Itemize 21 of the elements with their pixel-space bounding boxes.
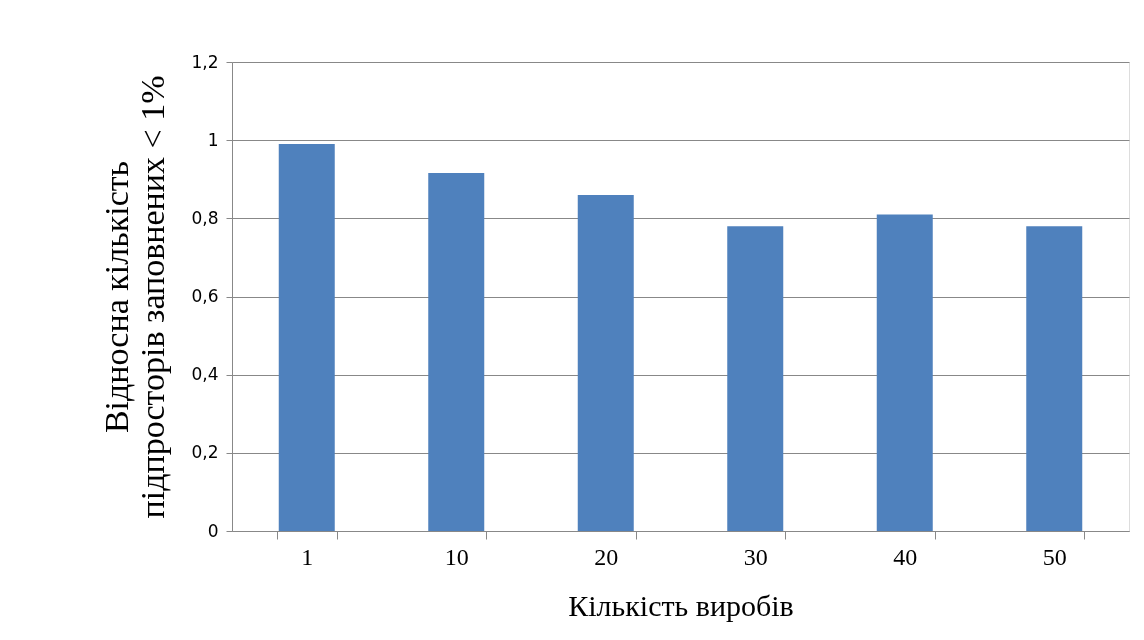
bar <box>278 144 335 531</box>
x-tick-label: 1 <box>301 543 314 570</box>
x-tick-label: 50 <box>1042 543 1067 570</box>
y-axis-title: Відносна кількість підпросторів заповнених < 1% <box>98 75 172 519</box>
x-tick-label: 20 <box>594 543 619 570</box>
bar <box>1026 226 1083 531</box>
x-tick-label: 10 <box>444 543 469 570</box>
y-tick-label: 0,6 <box>191 286 219 306</box>
bar <box>577 194 634 531</box>
x-tick-label: 40 <box>893 543 918 570</box>
y-tick-label: 1 <box>207 129 219 150</box>
bar <box>428 173 485 531</box>
y-tick-label: 0 <box>207 520 219 541</box>
y-tick-label: 0,2 <box>191 442 219 463</box>
bar <box>876 214 933 531</box>
x-tick-label: 30 <box>743 543 768 570</box>
y-tick-label: 1,2 <box>191 51 219 72</box>
y-tick-label: 0,4 <box>191 364 219 385</box>
x-axis-title: Кількість виробів <box>568 588 794 622</box>
y-tick-label: 0,8 <box>191 207 219 228</box>
bar <box>727 226 784 531</box>
